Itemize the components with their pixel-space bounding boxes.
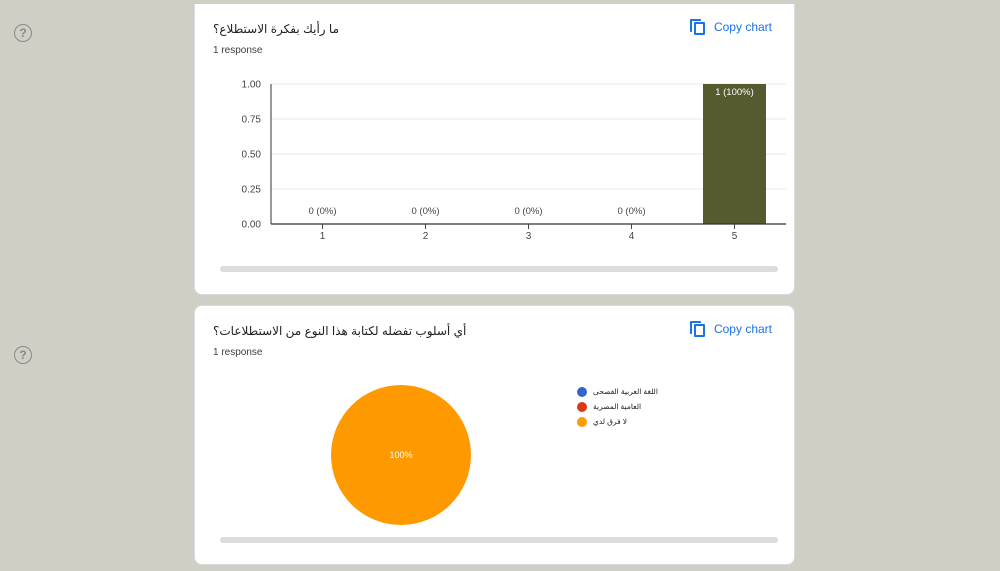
legend-label: العامية المصرية	[593, 402, 642, 411]
x-tick-label: 3	[526, 231, 532, 242]
x-tick-label: 5	[732, 231, 738, 242]
x-tick-label: 2	[423, 231, 429, 242]
legend-dot	[577, 401, 587, 412]
horizontal-scrollbar[interactable]	[220, 537, 778, 543]
legend-dot	[577, 416, 587, 427]
copy-icon	[689, 19, 706, 35]
y-tick-label: 0.25	[242, 185, 262, 196]
question-title: أي أسلوب تفضله لكتابة هذا النوع من الاست…	[213, 324, 467, 338]
legend-label: اللغة العربية الفصحى	[593, 387, 658, 396]
help-icon[interactable]: ?	[14, 346, 32, 364]
slice-label: 100%	[389, 450, 412, 460]
copy-chart-button[interactable]: Copy chart	[689, 321, 772, 337]
chart-legend: اللغة العربية الفصحى العامية المصرية لا …	[577, 384, 658, 429]
copy-chart-label: Copy chart	[713, 20, 772, 34]
help-icon[interactable]: ?	[14, 24, 32, 42]
pie-chart: 100%	[331, 385, 471, 525]
legend-item[interactable]: لا فرق لدي	[577, 414, 658, 429]
legend-item[interactable]: العامية المصرية	[577, 399, 658, 414]
pie-slice	[331, 385, 471, 525]
y-tick-label: 0.75	[242, 115, 262, 126]
legend-item[interactable]: اللغة العربية الفصحى	[577, 384, 658, 399]
y-tick-label: 0.50	[242, 150, 262, 161]
question-card-2: أي أسلوب تفضله لكتابة هذا النوع من الاست…	[194, 305, 795, 565]
y-tick-label: 1.00	[242, 80, 262, 91]
y-tick-label: 0.00	[242, 220, 262, 231]
legend-label: لا فرق لدي	[593, 417, 628, 426]
bar-chart: 0.00 0.25 0.50 0.75 1.00 0 (0%) 1 0 (0%) 2 0 (0%)…	[242, 80, 786, 242]
response-count: 1 response	[213, 45, 263, 56]
x-tick-label: 4	[629, 231, 635, 242]
data-label: 0 (0%)	[412, 206, 440, 217]
data-label: 0 (0%)	[309, 206, 337, 217]
copy-chart-label: Copy chart	[713, 322, 772, 336]
response-count: 1 response	[213, 347, 263, 358]
data-label: 0 (0%)	[515, 206, 543, 217]
data-label: 0 (0%)	[618, 206, 646, 217]
copy-icon	[689, 321, 706, 337]
bar	[703, 84, 766, 224]
data-label: 1 (100%)	[715, 87, 754, 98]
horizontal-scrollbar[interactable]	[220, 266, 778, 272]
question-title: ما رأيك بفكرة الاستطلاع؟	[213, 22, 339, 36]
legend-dot	[577, 386, 587, 397]
x-tick-label: 1	[320, 231, 326, 242]
question-card-1: ما رأيك بفكرة الاستطلاع؟ 1 response Copy…	[194, 4, 795, 295]
copy-chart-button[interactable]: Copy chart	[689, 19, 772, 35]
